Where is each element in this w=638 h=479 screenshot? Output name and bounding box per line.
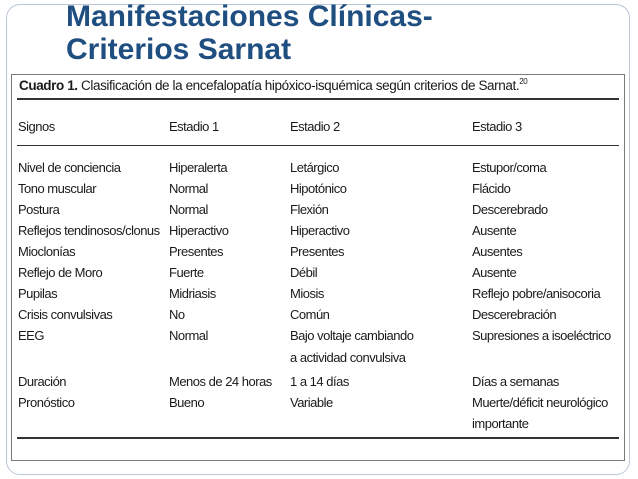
header-rule <box>17 145 619 146</box>
title-line-2: Criterios Sarnat <box>66 33 292 66</box>
table-cell-estadio-1: Midriasis <box>169 286 216 301</box>
table-cell-estadio-2: 1 a 14 días <box>290 374 349 389</box>
table-cell-estadio-1: Fuerte <box>169 265 204 280</box>
table-cell-estadio-3: importante <box>472 416 529 431</box>
table-cell-estadio-1: Normal <box>169 202 208 217</box>
table-cell-signo: Tono muscular <box>18 181 97 196</box>
table-cell-estadio-2: Variable <box>290 395 333 410</box>
table-cell-estadio-1: Menos de 24 horas <box>169 374 272 389</box>
table-cell-estadio-1: Hiperalerta <box>169 160 228 175</box>
header-signos: Signos <box>18 119 55 134</box>
table-caption: Cuadro 1. Clasificación de la encefalopa… <box>19 77 528 93</box>
table-cell-signo: Reflejo de Moro <box>18 265 103 280</box>
table-cell-signo: Duración <box>18 374 67 389</box>
table-cell-estadio-3: Ausente <box>472 265 517 280</box>
table-cell-signo: Postura <box>18 202 60 217</box>
table-cell-estadio-2: Débil <box>290 265 318 280</box>
slide-title: Manifestaciones Clínicas- Criterios Sarn… <box>66 0 433 66</box>
table-cell-estadio-3: Ausente <box>472 223 517 238</box>
table-cell-estadio-1: Normal <box>169 328 208 343</box>
table-cell-estadio-3: Días a semanas <box>472 374 559 389</box>
table-cell-signo: Nivel de conciencia <box>18 160 121 175</box>
table-cell-estadio-3: Supresiones a isoeléctrico <box>472 328 611 343</box>
header-estadio-1: Estadio 1 <box>169 119 219 134</box>
table-cell-estadio-3: Descerebrado <box>472 202 548 217</box>
table-cell-estadio-3: Ausentes <box>472 244 523 259</box>
table-cell-estadio-1: No <box>169 307 185 322</box>
table-cell-estadio-1: Presentes <box>169 244 224 259</box>
slide-frame <box>6 4 630 475</box>
table-cell-estadio-1: Normal <box>169 181 208 196</box>
caption-label: Cuadro 1. <box>19 78 78 93</box>
table-cell-signo: Crisis convulsivas <box>18 307 113 322</box>
table-cell-estadio-2: Hiperactivo <box>290 223 350 238</box>
caption-ref: 20 <box>519 77 528 86</box>
table-cell-estadio-3: Descerebración <box>472 307 557 322</box>
table-cell-estadio-3: Muerte/déficit neurológico <box>472 395 608 410</box>
table-cell-estadio-2: Miosis <box>290 286 324 301</box>
caption-text: Clasificación de la encefalopatía hipóxi… <box>77 78 520 93</box>
table-cell-estadio-3: Reflejo pobre/anisocoria <box>472 286 601 301</box>
table-cell-estadio-2: a actividad convulsiva <box>290 350 406 365</box>
table-cell-signo: Mioclonías <box>18 244 76 259</box>
table-cell-signo: Pronóstico <box>18 395 75 410</box>
table-cell-estadio-2: Letárgico <box>290 160 339 175</box>
table-cell-estadio-2: Común <box>290 307 330 322</box>
table-cell-signo: Pupilas <box>18 286 58 301</box>
title-line-1: Manifestaciones Clínicas- <box>66 0 433 33</box>
table-cell-estadio-2: Flexión <box>290 202 329 217</box>
table-cell-estadio-1: Bueno <box>169 395 205 410</box>
table-cell-estadio-2: Hipotónico <box>290 181 347 196</box>
table-cell-signo: EEG <box>18 328 44 343</box>
top-rule <box>17 98 619 100</box>
table-cell-estadio-2: Bajo voltaje cambiando <box>290 328 414 343</box>
header-estadio-3: Estadio 3 <box>472 119 522 134</box>
table-cell-estadio-3: Estupor/coma <box>472 160 547 175</box>
table-cell-estadio-2: Presentes <box>290 244 345 259</box>
table-cell-signo: Reflejos tendinosos/clonus <box>18 223 160 238</box>
bottom-rule <box>17 437 619 439</box>
table-cell-estadio-1: Hiperactivo <box>169 223 229 238</box>
table-cell-estadio-3: Flácido <box>472 181 511 196</box>
header-estadio-2: Estadio 2 <box>290 119 340 134</box>
sarnat-table: Cuadro 1. Clasificación de la encefalopa… <box>11 74 625 461</box>
